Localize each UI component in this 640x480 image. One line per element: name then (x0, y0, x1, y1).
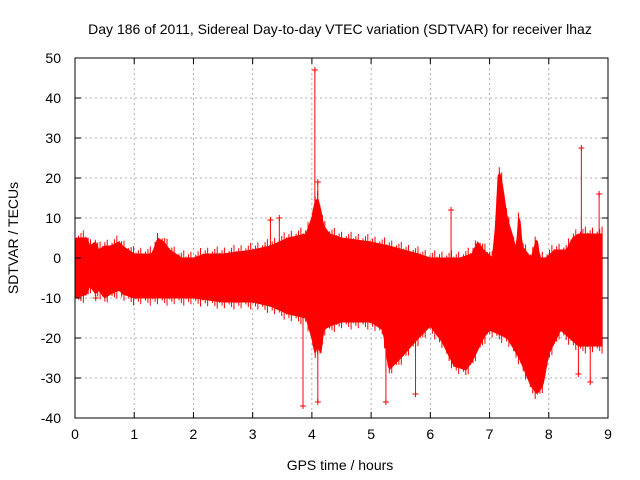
data-point (314, 179, 321, 198)
y-tick-label: 40 (45, 90, 61, 106)
data-point (596, 191, 603, 234)
data-point (276, 215, 283, 242)
y-tick-label: 10 (45, 210, 61, 226)
plot-frame (74, 57, 609, 419)
x-tick-label: 6 (426, 426, 434, 442)
y-tick-label: 30 (45, 130, 61, 146)
data-point (92, 295, 99, 301)
data-point (314, 346, 321, 405)
y-tick-label: -10 (41, 290, 61, 306)
x-tick-label: 8 (545, 426, 553, 442)
data-point (448, 207, 455, 258)
y-tick-label: 0 (53, 250, 61, 266)
x-tick-label: 2 (190, 426, 198, 442)
data-point (382, 350, 389, 405)
x-tick-label: 7 (486, 426, 494, 442)
data-point (587, 346, 594, 385)
y-axis-title: SDTVAR / TECUs (5, 182, 21, 294)
data-point (311, 67, 318, 202)
x-tick-label: 0 (71, 426, 79, 442)
y-tick-label: 50 (45, 50, 61, 66)
y-tick-label: -30 (41, 370, 61, 386)
data-point (300, 317, 307, 409)
x-axis-ticks: 0 1 2 3 4 5 6 7 8 9 (71, 58, 612, 442)
x-tick-label: 5 (367, 426, 375, 442)
x-tick-label: 9 (604, 426, 612, 442)
x-tick-label: 4 (308, 426, 316, 442)
data-point (575, 346, 582, 377)
y-tick-label: -20 (41, 330, 61, 346)
data-markers (92, 67, 603, 409)
data-point (412, 341, 419, 397)
data-point (578, 145, 585, 234)
x-tick-label: 1 (130, 426, 138, 442)
y-tick-label: 20 (45, 170, 61, 186)
data-point (267, 217, 274, 246)
y-tick-label: -40 (41, 410, 61, 426)
y-axis-ticks: 50 40 30 20 10 0 -10 -20 -30 -40 (41, 50, 608, 426)
data-band (74, 167, 603, 400)
chart-title: Day 186 of 2011, Sidereal Day-to-day VTE… (88, 21, 592, 37)
x-axis-title: GPS time / hours (287, 457, 394, 473)
x-tick-label: 3 (249, 426, 257, 442)
